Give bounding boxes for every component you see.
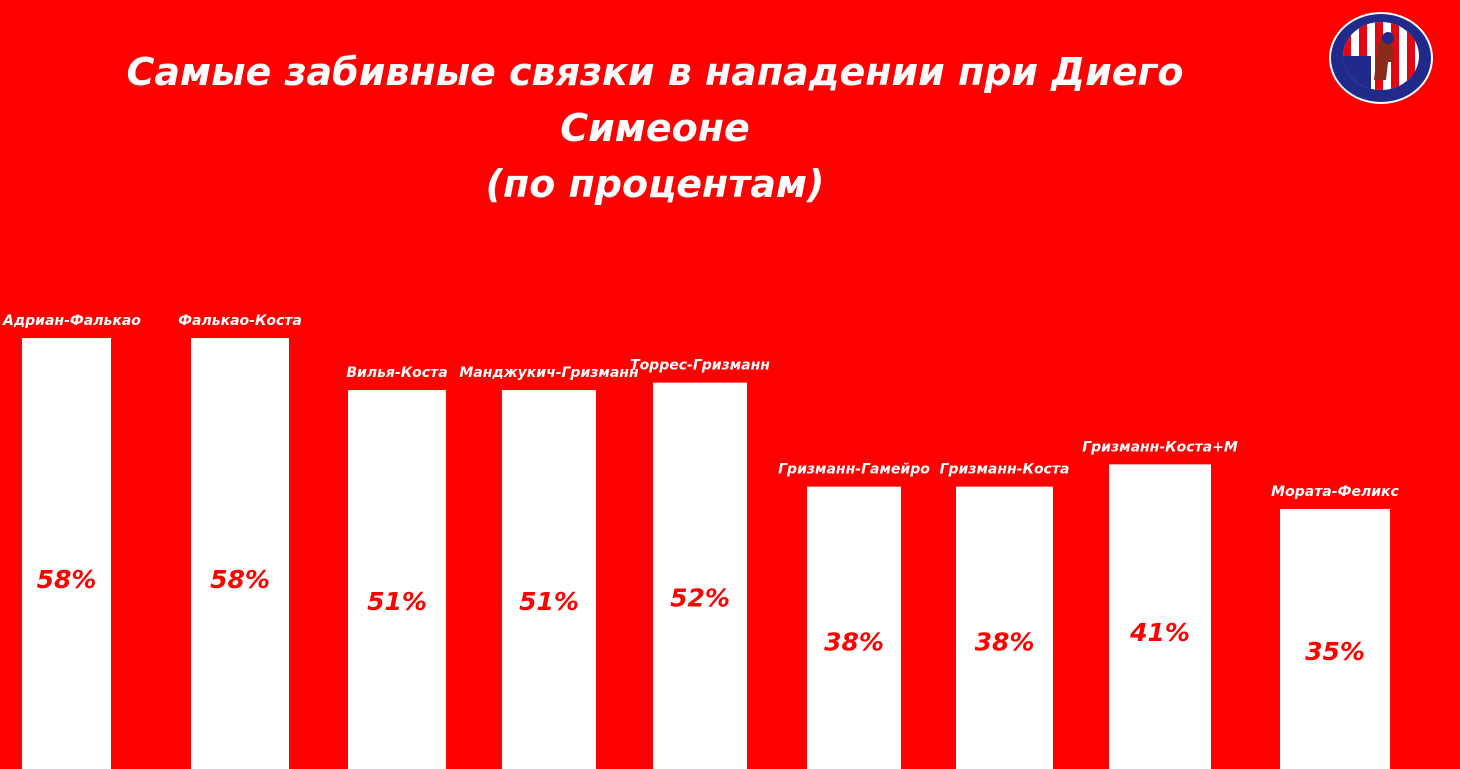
bar-value-label-1: 58% [37,565,97,594]
bar-6 [807,486,901,769]
bar-label-2: Фалькао-Коста [178,313,302,329]
bars-group: Адриан-Фалькао 58% Фалькао-Коста 58% Вилья-К… [2,313,1400,769]
bar-value-label-4: 51% [519,587,579,616]
bar-7 [956,486,1053,769]
chart-title-line-2: (по процентам) [485,162,825,206]
atletico-madrid-crest-icon [1329,12,1433,104]
bar-value-label-5: 52% [670,584,730,613]
chart-title: Самые забивные связки в нападении при Ди… [60,44,1250,212]
bar-label-3: Вилья-Коста [346,365,447,381]
bar-2 [191,338,289,769]
bar-label-1: Адриан-Фалькао [2,313,141,329]
bar-5 [653,382,747,769]
chart-title-line-1: Самые забивные связки в нападении при Ди… [126,50,1184,150]
bar-value-label-3: 51% [367,587,427,616]
bar-8 [1109,464,1211,769]
bar-4 [502,390,596,769]
bar-label-6: Гризманн-Гамейро [778,462,930,478]
bar-1 [22,338,111,769]
bar-value-label-8: 41% [1129,618,1190,647]
bar-value-label-2: 58% [210,565,270,594]
bar-label-8: Гризманн-Коста+М [1082,439,1238,455]
bar-value-label-6: 38% [824,627,884,656]
bar-9 [1280,508,1390,769]
bar-label-9: Мората-Феликс [1271,484,1399,500]
bar-value-label-7: 38% [975,627,1035,656]
bar-3 [348,390,446,769]
bar-label-4: Манджукич-Гризманн [459,365,639,381]
bar-value-label-9: 35% [1305,637,1365,666]
bar-label-7: Гризманн-Коста [940,462,1070,478]
bar-label-5: Торрес-Гризманн [630,358,770,374]
